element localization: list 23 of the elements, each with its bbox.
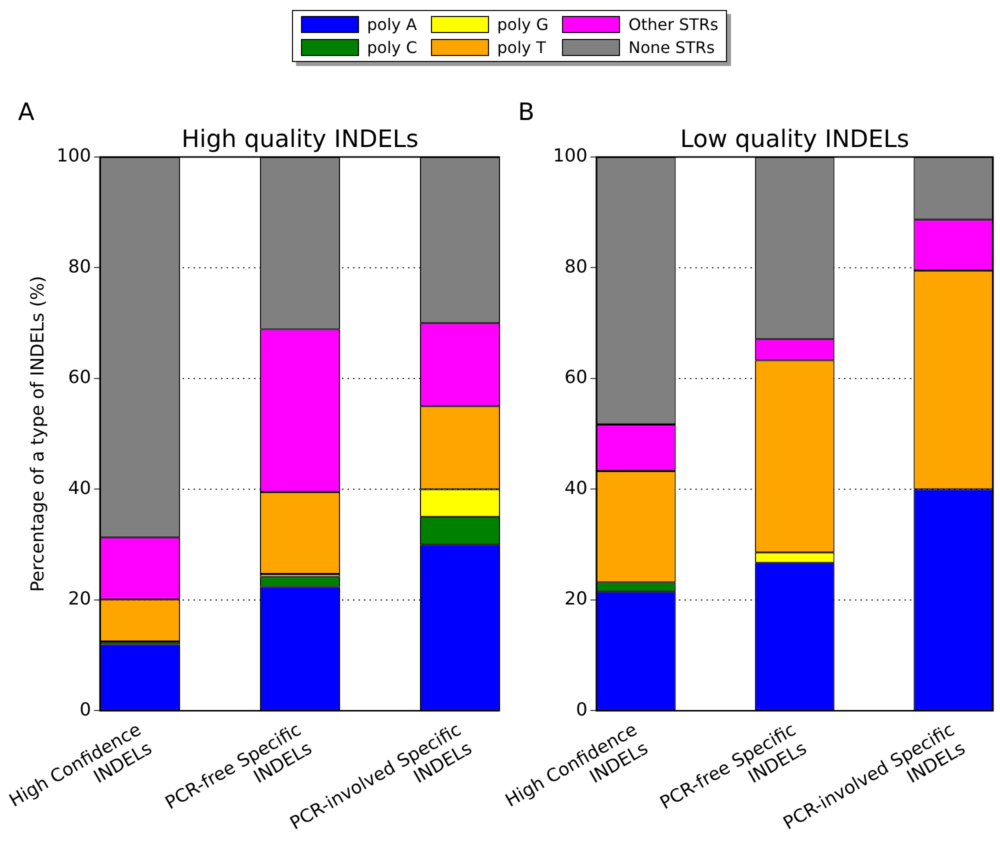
- y-tick-label: 20: [68, 588, 92, 610]
- legend-label: poly A: [367, 15, 417, 34]
- y-tick-label: 100: [56, 146, 92, 167]
- y-tick-label: 20: [564, 588, 588, 610]
- text: A: [18, 98, 35, 126]
- y-tick-label: 100: [553, 146, 588, 167]
- y-tick-label: 80: [68, 256, 92, 278]
- legend-label: Other STRs: [628, 15, 718, 34]
- y-tick-label: 0: [576, 699, 588, 720]
- y-axis-title: Percentage of a type of INDELs (%): [28, 276, 49, 592]
- legend-label: poly G: [497, 15, 548, 34]
- legend-label: poly C: [367, 38, 418, 57]
- y-tick-label: 60: [564, 367, 588, 388]
- legend-label: None STRs: [628, 38, 715, 57]
- y-tick-label: 40: [564, 478, 588, 499]
- legend-label: poly T: [497, 38, 546, 57]
- chart-title: High quality INDELs: [181, 125, 419, 153]
- y-tick-label: 80: [564, 256, 588, 278]
- text: B: [518, 98, 534, 126]
- y-tick-label: 60: [68, 367, 92, 388]
- y-tick-label: 0: [80, 699, 92, 720]
- chart-title: Low quality INDELs: [680, 125, 910, 153]
- y-tick-label: 40: [68, 478, 92, 499]
